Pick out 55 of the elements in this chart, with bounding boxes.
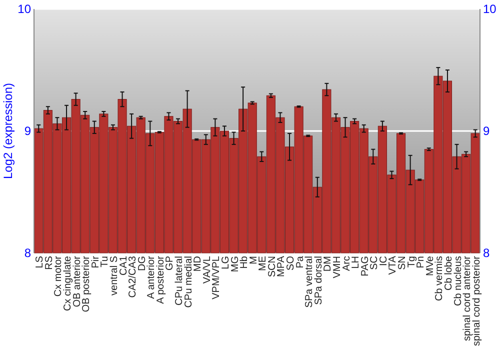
x-tick-label: OB posterior bbox=[81, 255, 92, 312]
y-axis-title: Log2 (expression) bbox=[1, 82, 15, 180]
x-tick-label: SPa ventral bbox=[304, 256, 316, 308]
x-tick-label: Hb bbox=[239, 256, 250, 269]
x-tick-label: Cx cingulate bbox=[62, 256, 74, 312]
x-tick-label: Tg bbox=[406, 256, 418, 268]
x-tick-label: Cb lobe bbox=[443, 256, 454, 290]
y2-tick-label: 8 bbox=[483, 246, 490, 260]
x-tick-label: Cb vermis bbox=[434, 256, 446, 302]
x-tick-label: VPM/VPL bbox=[211, 256, 222, 300]
x-tick-label: IC bbox=[378, 256, 390, 266]
x-tick-label: ME bbox=[258, 256, 269, 271]
x-tick-label: DG bbox=[136, 256, 148, 271]
y-tick-label: 8 bbox=[24, 246, 32, 260]
x-tick-label: SO bbox=[286, 256, 297, 270]
x-tick-label: LH bbox=[350, 256, 362, 269]
x-tick-label: MVe bbox=[424, 256, 436, 276]
x-tick-label: CA1 bbox=[118, 256, 130, 276]
x-tick-label: LS bbox=[34, 256, 46, 268]
x-tick-label: VA/VL bbox=[202, 256, 213, 284]
x-tick-label: LG bbox=[220, 256, 232, 270]
x-tick-label: CA2/CA3 bbox=[128, 256, 139, 298]
x-tick-label: spinal cord posterior bbox=[471, 255, 482, 346]
x-tick-label: VTA bbox=[388, 256, 399, 275]
x-tick-label: Pn bbox=[416, 256, 427, 268]
x-tick-label: A posterior bbox=[155, 255, 166, 304]
x-tick-label: Cx motor bbox=[53, 255, 64, 297]
x-tick-label: Tu bbox=[100, 256, 111, 268]
x-tick-label: A anterior bbox=[146, 255, 158, 299]
x-tick-label: Cb nucleus bbox=[452, 256, 464, 306]
x-tick-label: RS bbox=[44, 256, 55, 270]
x-tick-label: Arc bbox=[341, 256, 352, 271]
x-tick-label: MD bbox=[192, 256, 204, 272]
x-tick-label: Pir bbox=[90, 255, 102, 268]
x-tick-label: spinal cord anterior bbox=[462, 255, 474, 342]
x-tick-label: ventral S bbox=[108, 256, 120, 296]
x-tick-label: M bbox=[248, 256, 260, 264]
y2-tick-label: 10 bbox=[483, 2, 497, 16]
x-tick-label: MPA bbox=[276, 256, 288, 277]
x-tick-label: Pa bbox=[294, 256, 306, 268]
x-tick-label: PAG bbox=[360, 256, 371, 276]
x-tick-label: CPu lateral bbox=[174, 256, 186, 306]
x-tick-label: CPu medial bbox=[183, 256, 194, 308]
y-tick-label: 10 bbox=[18, 2, 32, 16]
x-tick-label: OB anterior bbox=[72, 255, 83, 308]
x-tick-label: VMH bbox=[332, 256, 343, 278]
x-tick-label: SC bbox=[369, 256, 380, 270]
x-tick-label: SN bbox=[397, 256, 408, 270]
x-tick-label: DM bbox=[322, 256, 334, 272]
x-tick-label: GP bbox=[164, 256, 176, 270]
x-tick-label: SPa dorsal bbox=[313, 256, 324, 305]
y-tick-label: 9 bbox=[24, 124, 32, 138]
x-tick-label: MG bbox=[230, 256, 241, 272]
x-tick-label: SCN bbox=[266, 256, 278, 278]
y2-tick-label: 9 bbox=[483, 124, 490, 138]
